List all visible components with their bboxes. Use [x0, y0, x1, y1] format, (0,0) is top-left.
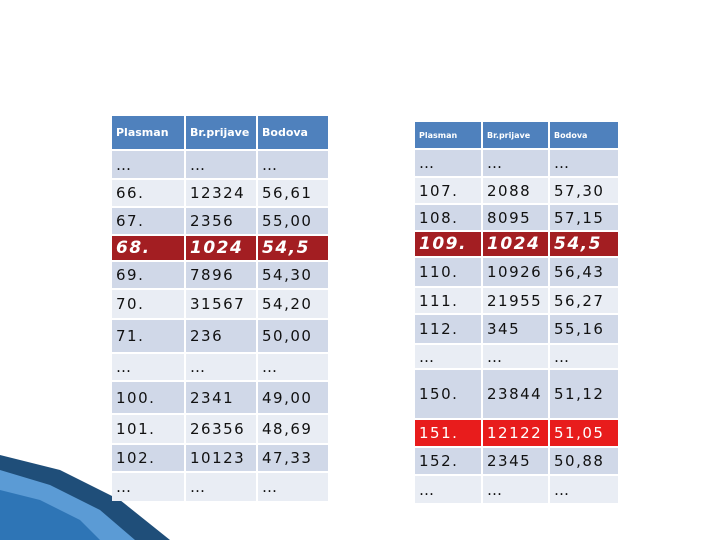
- table-cell: 57,15: [550, 205, 618, 230]
- table-cell: 12324: [186, 180, 256, 206]
- table-cell: …: [112, 151, 184, 178]
- table-cell: …: [112, 473, 184, 501]
- table-cell: 55,16: [550, 315, 618, 343]
- table-cell: 23844: [483, 370, 548, 418]
- table-cell: 152.: [415, 448, 481, 474]
- table-cell: 12122: [483, 420, 548, 446]
- table-cell: Plasman: [112, 116, 184, 149]
- table-cell: 111.: [415, 288, 481, 313]
- table-cell: 56,43: [550, 258, 618, 286]
- table-cell: 345: [483, 315, 548, 343]
- table-cell: 109.: [415, 232, 481, 256]
- table-cell: 57,30: [550, 178, 618, 203]
- table-cell: …: [415, 150, 481, 176]
- table-cell: 236: [186, 320, 256, 352]
- table-cell: 110.: [415, 258, 481, 286]
- table-cell: …: [258, 151, 328, 178]
- table-cell: 49,00: [258, 382, 328, 413]
- table-cell: 1024: [483, 232, 548, 256]
- table-cell: 50,00: [258, 320, 328, 352]
- swoosh: [0, 490, 100, 540]
- table-cell: …: [550, 476, 618, 503]
- table-cell: …: [186, 354, 256, 380]
- table-cell: 8095: [483, 205, 548, 230]
- table-cell: 51,05: [550, 420, 618, 446]
- table-cell: 69.: [112, 262, 184, 288]
- table-cell: 107.: [415, 178, 481, 203]
- table-cell: 54,20: [258, 290, 328, 318]
- table-cell: 31567: [186, 290, 256, 318]
- table-cell: 1024: [186, 236, 256, 260]
- table-cell: 2088: [483, 178, 548, 203]
- table-cell: 50,88: [550, 448, 618, 474]
- table-cell: Plasman: [415, 122, 481, 148]
- table-cell: Br.prijave: [186, 116, 256, 149]
- table-cell: 54,5: [258, 236, 328, 260]
- table-cell: …: [186, 151, 256, 178]
- table-cell: 26356: [186, 415, 256, 443]
- table-cell: 54,30: [258, 262, 328, 288]
- table-cell: 67.: [112, 208, 184, 234]
- table-cell: 108.: [415, 205, 481, 230]
- table-cell: …: [483, 345, 548, 368]
- table-cell: 56,27: [550, 288, 618, 313]
- table-cell: 68.: [112, 236, 184, 260]
- table-cell: 7896: [186, 262, 256, 288]
- table-cell: 112.: [415, 315, 481, 343]
- table-cell: 47,33: [258, 445, 328, 471]
- table-cell: 2345: [483, 448, 548, 474]
- table-cell: …: [186, 473, 256, 501]
- table-cell: …: [112, 354, 184, 380]
- table-cell: 54,5: [550, 232, 618, 256]
- table-cell: 70.: [112, 290, 184, 318]
- table-cell: …: [550, 345, 618, 368]
- table-cell: …: [483, 150, 548, 176]
- table-cell: 55,00: [258, 208, 328, 234]
- table-cell: …: [483, 476, 548, 503]
- table-cell: 51,12: [550, 370, 618, 418]
- table-cell: 2356: [186, 208, 256, 234]
- table-cell: 10926: [483, 258, 548, 286]
- table-cell: 56,61: [258, 180, 328, 206]
- table-cell: 102.: [112, 445, 184, 471]
- table-cell: 101.: [112, 415, 184, 443]
- table-cell: Bodova: [550, 122, 618, 148]
- table-cell: 100.: [112, 382, 184, 413]
- table-cell: 10123: [186, 445, 256, 471]
- table-cell: 71.: [112, 320, 184, 352]
- table-cell: 48,69: [258, 415, 328, 443]
- table-cell: …: [258, 354, 328, 380]
- table-cell: 150.: [415, 370, 481, 418]
- table-cell: Br.prijave: [483, 122, 548, 148]
- table-cell: 2341: [186, 382, 256, 413]
- table-cell: …: [415, 476, 481, 503]
- table-cell: …: [550, 150, 618, 176]
- table-cell: …: [415, 345, 481, 368]
- table-cell: 21955: [483, 288, 548, 313]
- table-cell: 151.: [415, 420, 481, 446]
- table-cell: Bodova: [258, 116, 328, 149]
- table-cell: 66.: [112, 180, 184, 206]
- table-cell: …: [258, 473, 328, 501]
